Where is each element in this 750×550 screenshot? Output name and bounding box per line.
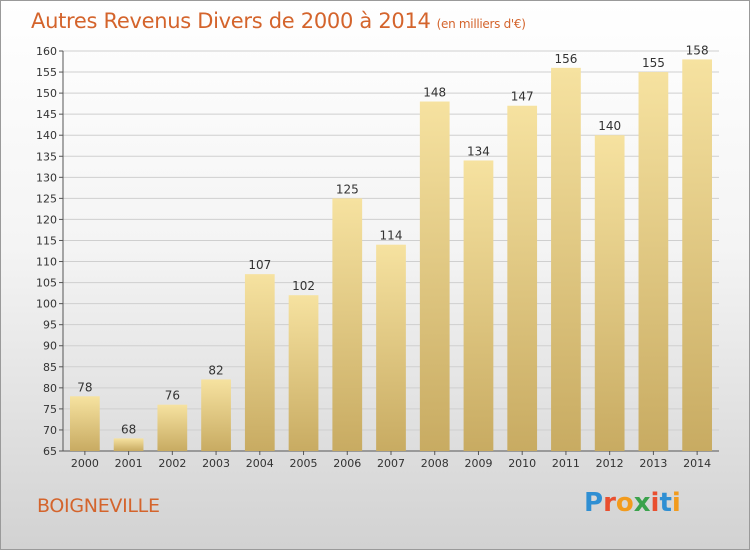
- bar-2010: [507, 105, 538, 451]
- x-tick-label-2002: 2002: [158, 457, 186, 470]
- x-tick-label-2003: 2003: [202, 457, 230, 470]
- x-tick-label-2008: 2008: [421, 457, 449, 470]
- x-tick-label-2009: 2009: [464, 457, 492, 470]
- bar-2005: [288, 295, 319, 451]
- bar-2006: [332, 198, 363, 451]
- data-label-2012: 140: [598, 119, 621, 133]
- y-tick-label: 85: [43, 361, 57, 374]
- y-tick-label: 140: [36, 129, 57, 142]
- x-tick-label-2004: 2004: [246, 457, 274, 470]
- logo-letter: P: [584, 488, 604, 518]
- bar-2008: [419, 101, 450, 452]
- bar-2013: [638, 72, 669, 451]
- logo-letter: i: [671, 488, 681, 518]
- bars: [69, 59, 713, 452]
- bar-2000: [69, 396, 100, 451]
- data-label-2001: 68: [121, 422, 136, 436]
- x-tick-label-2014: 2014: [683, 457, 711, 470]
- data-label-2005: 102: [292, 279, 315, 293]
- city-name: BOIGNEVILLE: [37, 495, 160, 517]
- x-tick-label-2011: 2011: [552, 457, 580, 470]
- x-tick-label-2013: 2013: [639, 457, 667, 470]
- y-tick-label: 130: [36, 171, 57, 184]
- y-tick-label: 75: [43, 403, 57, 416]
- bar-2012: [594, 135, 625, 452]
- x-tick-label-2000: 2000: [71, 457, 99, 470]
- y-tick-label: 150: [36, 87, 57, 100]
- data-label-2007: 114: [380, 229, 403, 243]
- y-tick-label: 110: [36, 256, 57, 269]
- bar-2007: [376, 244, 406, 451]
- y-tick-label: 80: [43, 382, 57, 395]
- data-label-2003: 82: [208, 363, 223, 377]
- y-tick-label: 160: [36, 45, 57, 58]
- y-tick-label: 120: [36, 213, 57, 226]
- y-tick-label: 70: [43, 424, 57, 437]
- data-label-2013: 155: [642, 56, 665, 70]
- logo-letter: x: [633, 488, 651, 518]
- data-label-2000: 78: [77, 380, 92, 394]
- data-label-2014: 158: [686, 43, 709, 57]
- logo-letter: i: [650, 488, 660, 518]
- logo-letter: t: [659, 488, 672, 518]
- y-tick-label: 145: [36, 108, 57, 121]
- bar-2009: [463, 160, 494, 451]
- y-tick-label: 115: [36, 234, 57, 247]
- chart-title-text: Autres Revenus Divers de 2000 à 2014: [31, 9, 431, 33]
- y-tick-label: 90: [43, 340, 57, 353]
- data-label-2009: 134: [467, 144, 490, 158]
- data-label-2011: 156: [554, 52, 577, 66]
- data-label-2004: 107: [248, 258, 271, 272]
- labels: 2000 78 2001 68 2002 76 2003 82 2004 107 2005 102 20…: [71, 43, 711, 470]
- data-label-2010: 147: [511, 90, 534, 104]
- chart-unit: (en milliers d'€): [436, 17, 526, 31]
- x-tick-label-2007: 2007: [377, 457, 405, 470]
- x-tick-label-2010: 2010: [508, 457, 536, 470]
- x-tick-label-2012: 2012: [596, 457, 624, 470]
- proxiti-logo: Proxiti: [584, 488, 681, 518]
- y-tick-label: 100: [36, 298, 57, 311]
- chart-title: Autres Revenus Divers de 2000 à 2014 (en …: [31, 9, 526, 33]
- y-tick-label: 135: [36, 150, 57, 163]
- bar-2003: [201, 379, 231, 451]
- logo-letter: o: [615, 488, 634, 518]
- y-tick-label: 95: [43, 319, 57, 332]
- x-tick-label-2006: 2006: [333, 457, 361, 470]
- y-tick-label: 155: [36, 66, 57, 79]
- y-tick-label: 125: [36, 192, 57, 205]
- bar-2014: [682, 59, 713, 451]
- x-tick-label-2001: 2001: [115, 457, 143, 470]
- logo-letter: r: [603, 488, 616, 518]
- data-label-2002: 76: [165, 389, 180, 403]
- bar-2011: [551, 67, 581, 451]
- bar-2002: [157, 404, 188, 451]
- bar-2004: [244, 274, 275, 451]
- data-label-2008: 148: [423, 86, 446, 100]
- y-tick-label: 105: [36, 277, 57, 290]
- x-tick-label-2005: 2005: [290, 457, 318, 470]
- bar-2001: [113, 438, 144, 451]
- y-tick-label: 65: [43, 445, 57, 458]
- data-label-2006: 125: [336, 182, 359, 196]
